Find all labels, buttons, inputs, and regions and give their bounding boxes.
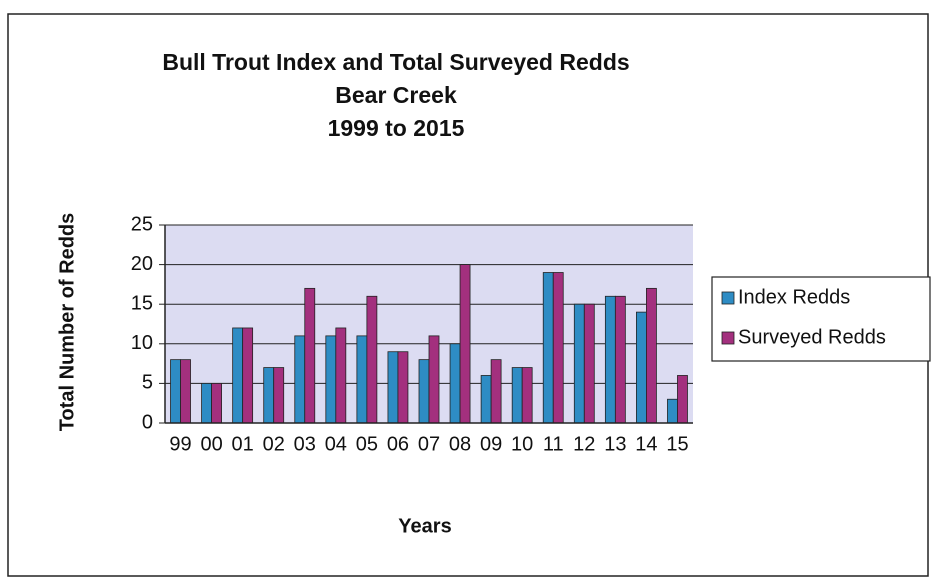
chart-title: 1999 to 2015 [328,115,465,141]
legend-swatch [721,331,735,345]
legend-swatch [721,291,735,305]
x-tick-label: 04 [325,433,347,455]
x-tick-label: 10 [511,433,533,455]
chart-title: Bull Trout Index and Total Surveyed Redd… [162,49,629,75]
y-tick-label: 5 [142,372,153,394]
x-tick-label: 02 [263,433,285,455]
bar [387,351,399,424]
bar [335,327,347,424]
bar [211,382,222,424]
x-tick-label: 01 [232,433,254,455]
bar [418,359,430,424]
bar [542,272,554,424]
bar [614,295,626,424]
bar [459,264,471,424]
bar [180,359,191,424]
bar [232,327,244,424]
x-tick-label: 09 [480,433,502,455]
bar [573,303,585,424]
bar [646,287,657,424]
bar [294,335,306,424]
x-tick-label: 14 [635,433,657,455]
bar [273,367,285,424]
x-tick-label: 07 [418,433,440,455]
x-tick-label: 00 [200,433,222,455]
bar [201,382,212,424]
bar [511,367,523,424]
x-tick-label: 05 [356,433,378,455]
chart-title: Bear Creek [335,82,457,108]
x-tick-label: 15 [666,433,688,455]
bar [583,303,595,424]
bar [366,295,378,424]
y-tick-label: 0 [142,411,153,433]
y-tick-label: 25 [131,213,153,235]
x-tick-label: 11 [543,433,564,455]
legend-box [711,276,931,362]
bar [263,367,275,424]
bar [170,359,181,424]
bar [636,311,647,424]
x-tick-label: 03 [294,433,316,455]
y-tick-label: 10 [131,332,153,354]
legend-label: Index Redds [738,286,850,308]
bar [480,375,492,424]
legend-label: Surveyed Redds [738,326,886,348]
bar [490,359,502,424]
bar [677,375,688,424]
bar [604,295,616,424]
bar [356,335,368,424]
bar [242,327,254,424]
bar [397,351,409,424]
x-axis-label: Years [398,515,451,537]
bar [449,343,461,424]
bar [667,398,678,424]
bar [304,287,316,424]
x-tick-label: 13 [604,433,626,455]
x-tick-label: 06 [387,433,409,455]
x-tick-label: 99 [169,433,191,455]
bar [552,272,564,424]
bar [325,335,337,424]
y-axis-label: Total Number of Redds [56,213,78,432]
x-tick-label: 12 [573,433,595,455]
y-tick-label: 15 [131,292,153,314]
x-tick-label: 08 [449,433,471,455]
bar [521,367,533,424]
bar [428,335,440,424]
y-tick-label: 20 [131,253,153,275]
